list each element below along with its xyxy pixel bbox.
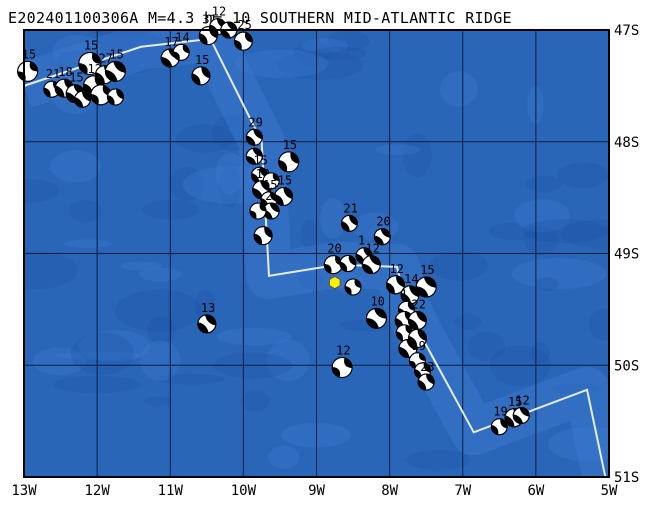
focal-mechanism[interactable]: 19 — [408, 339, 426, 370]
depth-label: 10 — [370, 294, 384, 308]
focal-mechanism[interactable] — [245, 147, 263, 165]
depth-label: 15 — [278, 174, 292, 188]
depth-label: 27 — [98, 52, 112, 66]
focal-mechanism[interactable]: 19 — [490, 405, 508, 436]
focal-mechanism[interactable]: 20 — [373, 215, 391, 246]
depth-label: 20 — [376, 215, 390, 229]
focal-mechanism[interactable]: 12 — [331, 343, 353, 378]
depth-label: 18 — [58, 65, 72, 79]
depth-label: 12 — [515, 394, 529, 408]
focal-mechanism[interactable] — [106, 88, 124, 106]
focal-mechanism[interactable]: 10 — [365, 294, 387, 329]
depth-label: 13 — [201, 301, 215, 315]
focal-mechanism[interactable]: 12 — [512, 394, 530, 425]
focal-mechanism[interactable]: 15 — [415, 263, 437, 298]
depth-label: 15 — [508, 395, 522, 409]
depth-label: 21 — [343, 201, 357, 215]
focal-mechanism[interactable]: 23 — [417, 360, 435, 391]
longitude-label: 9W — [308, 483, 325, 499]
longitude-label: 11W — [158, 483, 184, 499]
depth-label: 15 — [420, 263, 434, 277]
map-frame — [23, 29, 610, 478]
focal-mechanism[interactable]: 31 — [198, 13, 218, 46]
depth-label: 17 — [164, 35, 178, 49]
focal-mechanism[interactable] — [249, 202, 267, 220]
focal-mechanism[interactable] — [344, 278, 362, 296]
focal-mechanism[interactable]: 15 — [274, 174, 294, 207]
focal-mechanism[interactable]: 15 — [191, 53, 211, 86]
depth-label: 1 — [358, 234, 365, 248]
focal-mechanism[interactable]: 21 — [340, 201, 358, 232]
focal-mechanism[interactable]: 15 — [17, 47, 39, 82]
latitude-labels: 47S 48S 49S 50S 51S — [614, 23, 639, 486]
focal-mechanism[interactable]: 21 — [43, 67, 61, 98]
focal-mechanism[interactable]: 12 — [361, 242, 381, 275]
focal-mechanism[interactable]: 25 — [233, 18, 253, 51]
latitude-label: 48S — [614, 135, 639, 151]
focal-mechanism[interactable] — [339, 255, 357, 273]
focal-mechanism[interactable]: 15 — [78, 39, 102, 76]
latitude-label: 47S — [614, 23, 639, 39]
depth-label: 25 — [237, 18, 251, 32]
latitude-label: 49S — [614, 247, 639, 263]
depth-label: 15 — [84, 39, 98, 53]
depth-label: 15 — [69, 71, 83, 85]
depth-label: 22 — [411, 298, 425, 312]
focal-mechanism[interactable] — [262, 172, 280, 190]
depth-label: 15 — [22, 47, 36, 61]
depth-label: 14 — [404, 272, 418, 286]
focal-mechanism[interactable]: 15 — [250, 153, 268, 184]
depth-label: 12 — [212, 5, 226, 19]
depth-label: 15 — [283, 138, 297, 152]
depth-label: 29 — [248, 115, 262, 129]
longitude-label: 5W — [601, 483, 618, 499]
focal-mechanism[interactable]: 14 — [172, 30, 190, 61]
depth-label: 15 — [109, 47, 123, 61]
map-title: E202401100306A M=4.3 h= 10 SOUTHERN MID-… — [8, 9, 512, 27]
depth-label: 23 — [420, 360, 434, 374]
longitude-labels: 13W 12W 11W 10W 9W 8W 7W 6W 5W — [11, 483, 618, 499]
latitude-label: 51S — [614, 470, 639, 486]
focal-mechanism[interactable]: 20 — [323, 242, 343, 275]
depth-label: 14 — [175, 30, 189, 44]
longitude-label: 6W — [527, 483, 544, 499]
depth-label: 12 — [389, 262, 403, 276]
depth-label: 12 — [365, 242, 379, 256]
focal-mechanism[interactable]: 15 — [104, 47, 126, 82]
depth-label: 12 — [336, 343, 350, 357]
focal-mechanism[interactable]: 22 — [407, 298, 427, 331]
focal-mechanism[interactable] — [398, 338, 418, 358]
latitude-label: 50S — [614, 358, 639, 374]
focal-mechanism[interactable]: 12 — [385, 262, 405, 295]
longitude-label: 12W — [84, 483, 110, 499]
focal-mechanism[interactable]: 14 — [400, 272, 420, 305]
depth-label: 19 — [411, 339, 425, 353]
longitude-label: 13W — [11, 483, 37, 499]
longitude-label: 8W — [381, 483, 398, 499]
depth-label: 21 — [46, 67, 60, 81]
focal-mechanism[interactable] — [74, 90, 91, 108]
longitude-label: 7W — [454, 483, 471, 499]
depth-label: 2 — [265, 189, 272, 203]
depth-label: 19 — [493, 405, 507, 419]
focal-mechanism[interactable] — [253, 226, 273, 246]
longitude-label: 10W — [231, 483, 257, 499]
depth-label: 15 — [253, 153, 267, 167]
focal-mechanism[interactable]: 15 — [278, 138, 300, 173]
event-epicenter-marker[interactable] — [329, 276, 341, 289]
depth-label: 20 — [327, 242, 341, 256]
focal-mechanism[interactable]: 29 — [245, 115, 263, 146]
depth-label: 15 — [195, 53, 209, 67]
focal-mechanism[interactable]: 13 — [197, 301, 217, 334]
depth-label: 15 — [263, 178, 277, 192]
depth-label: 1 — [400, 287, 407, 301]
